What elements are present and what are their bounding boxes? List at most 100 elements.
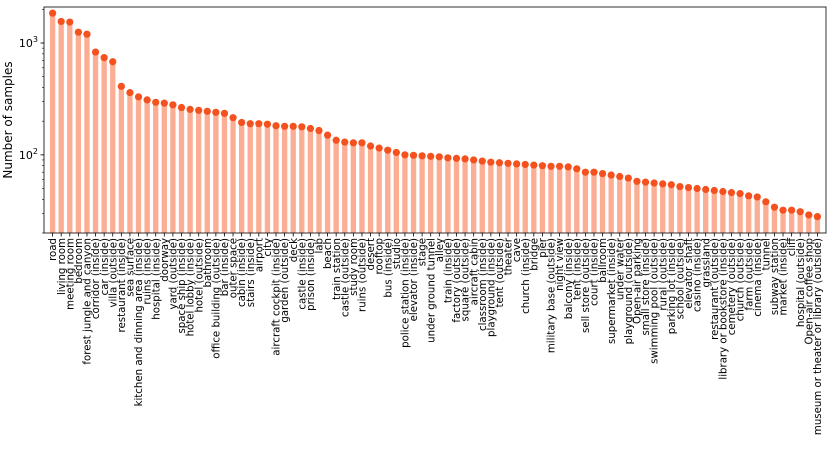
data-point-marker	[48, 9, 57, 17]
bar	[496, 162, 503, 233]
bar	[324, 135, 331, 233]
bar	[281, 126, 288, 233]
bar	[651, 183, 657, 233]
x-tick-label: meeting room	[65, 238, 76, 310]
x-tick-label: villa (outside)	[108, 238, 119, 308]
x-tick-label: bathroom	[203, 238, 214, 288]
data-point-marker	[246, 120, 254, 128]
x-tick-label: yard (outside)	[169, 238, 180, 310]
bar	[745, 195, 752, 233]
bar	[634, 181, 640, 233]
x-tick-label: ruins (outside)	[358, 238, 369, 312]
data-point-marker	[650, 179, 658, 187]
data-point-marker	[779, 206, 787, 214]
bar	[256, 123, 262, 233]
x-tick-label: supermarket (inside)	[607, 238, 618, 344]
bar	[771, 207, 778, 233]
bar	[608, 175, 614, 233]
bar	[806, 214, 812, 233]
data-point-marker	[117, 82, 125, 90]
bar	[238, 122, 245, 233]
x-tick-label: cave	[512, 238, 523, 262]
data-point-marker	[169, 101, 177, 109]
data-point-marker	[521, 160, 529, 169]
bar	[505, 163, 511, 233]
bar	[556, 166, 563, 233]
x-tick-label: corridor (inside)	[91, 238, 102, 319]
data-point-marker	[109, 58, 117, 66]
x-tick-label: bar (inside)	[220, 238, 231, 296]
x-tick-label: bus (inside)	[383, 238, 394, 298]
bar	[548, 166, 554, 233]
data-point-marker	[702, 185, 710, 194]
data-point-marker	[581, 168, 589, 176]
bar	[685, 187, 692, 233]
x-tick-label: Open-air coffee shop	[804, 238, 815, 344]
data-point-marker	[762, 198, 770, 206]
data-point-marker	[427, 152, 435, 160]
x-tick-label: hospital (inside)	[151, 238, 162, 320]
bar	[273, 125, 279, 233]
x-tick-label: rooftop	[375, 238, 386, 275]
bar	[49, 13, 56, 233]
x-tick-label: hospital (outside)	[796, 238, 807, 327]
bar	[419, 155, 425, 233]
data-point-marker	[538, 162, 547, 170]
data-point-marker	[160, 99, 168, 107]
data-point-marker	[813, 213, 822, 221]
bar	[307, 128, 314, 233]
bar	[788, 210, 795, 233]
x-tick-label: stage	[418, 238, 429, 266]
data-point-marker	[83, 30, 91, 38]
bar	[359, 142, 365, 233]
data-point-marker	[624, 174, 632, 182]
x-tick-label: cliff	[787, 237, 798, 256]
x-tick-label: hotel (outside)	[194, 238, 205, 313]
data-point-marker	[66, 18, 74, 26]
data-point-marker	[409, 151, 418, 159]
x-tick-label: under water	[615, 237, 626, 300]
x-tick-label: space ship (inside)	[177, 238, 188, 334]
bar	[299, 126, 305, 233]
bar	[410, 155, 417, 233]
data-point-marker	[641, 178, 650, 186]
x-tick-label: study room	[349, 238, 360, 296]
data-point-marker	[298, 123, 306, 131]
data-point-marker	[478, 157, 486, 165]
markers-layer	[48, 9, 822, 221]
x-tick-label: court (inside)	[590, 238, 601, 306]
x-tick-label: market (inside)	[779, 238, 790, 316]
data-point-marker	[418, 152, 426, 160]
x-tick-label: classroom (inside)	[478, 238, 489, 331]
data-point-marker	[676, 182, 684, 191]
bar	[196, 110, 202, 233]
x-tick-label: kitchen and dinning area (inside)	[134, 238, 145, 406]
y-tick-label: 102	[19, 147, 38, 162]
x-tick-label: cemetery (outside)	[727, 238, 738, 335]
data-point-marker	[452, 154, 461, 162]
data-point-marker	[435, 153, 443, 161]
data-point-marker	[796, 208, 804, 216]
bar	[471, 159, 477, 233]
data-point-marker	[289, 122, 297, 130]
data-point-marker	[401, 151, 409, 159]
bar	[763, 201, 769, 233]
x-tick-label: aircraft cabin	[469, 238, 480, 305]
data-point-marker	[684, 183, 693, 192]
y-axis: 102 103	[19, 9, 44, 234]
x-tick-label: cinema (inside)	[753, 238, 764, 317]
x-tick-label: beach	[323, 238, 334, 269]
data-point-marker	[495, 159, 504, 167]
bar	[230, 117, 236, 233]
x-tick-label: bridge	[529, 238, 540, 271]
data-point-marker	[341, 138, 349, 146]
bar	[479, 161, 485, 233]
data-point-marker	[753, 193, 761, 201]
x-tick-label: castle (inside)	[297, 238, 308, 310]
bar	[342, 142, 348, 233]
data-point-marker	[375, 144, 383, 152]
data-point-marker	[607, 171, 615, 179]
x-tick-label: farm (outside)	[744, 238, 755, 311]
bar	[720, 191, 726, 233]
